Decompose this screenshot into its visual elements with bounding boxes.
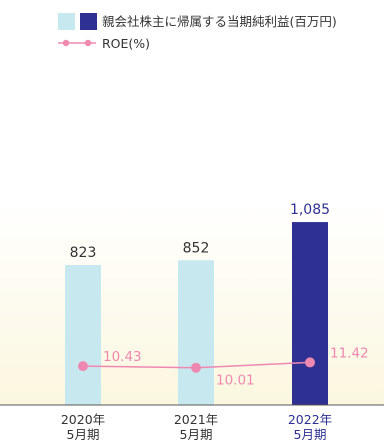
roe-point (191, 362, 201, 373)
roe-point (78, 361, 88, 372)
legend: 親会社株主に帰属する当期純利益(百万円) ROE(%) (58, 13, 337, 51)
x-tick-label-period: 5月期 (67, 427, 100, 442)
bar-value-label: 852 (183, 240, 210, 256)
roe-value-label: 10.43 (103, 349, 142, 365)
bar-3 (292, 222, 328, 405)
x-tick-label-year: 2020年 (61, 412, 105, 427)
x-tick-label-period: 5月期 (180, 427, 213, 442)
roe-value-label: 11.42 (330, 345, 369, 361)
bar-series: 823 852 1,085 (65, 202, 330, 405)
x-tick-label-year: 2022年 (288, 412, 332, 427)
legend-marker-roe (84, 39, 92, 47)
bar-1 (65, 265, 101, 405)
bar-value-label: 823 (70, 245, 97, 261)
x-tick-label-period: 5月期 (294, 427, 327, 442)
legend-label-net-income: 親会社株主に帰属する当期純利益(百万円) (102, 14, 337, 29)
bar-2 (178, 260, 214, 405)
legend-marker-roe (62, 39, 70, 47)
roe-point (305, 357, 315, 368)
roe-series: 10.43 10.01 11.42 (78, 345, 369, 389)
x-tick-label-year: 2021年 (174, 412, 218, 427)
bar-value-label: 1,085 (290, 202, 330, 218)
roe-value-label: 10.01 (216, 373, 255, 389)
legend-swatch-dark (80, 13, 97, 30)
legend-label-roe: ROE(%) (102, 36, 150, 51)
legend-swatch-light (58, 13, 75, 30)
